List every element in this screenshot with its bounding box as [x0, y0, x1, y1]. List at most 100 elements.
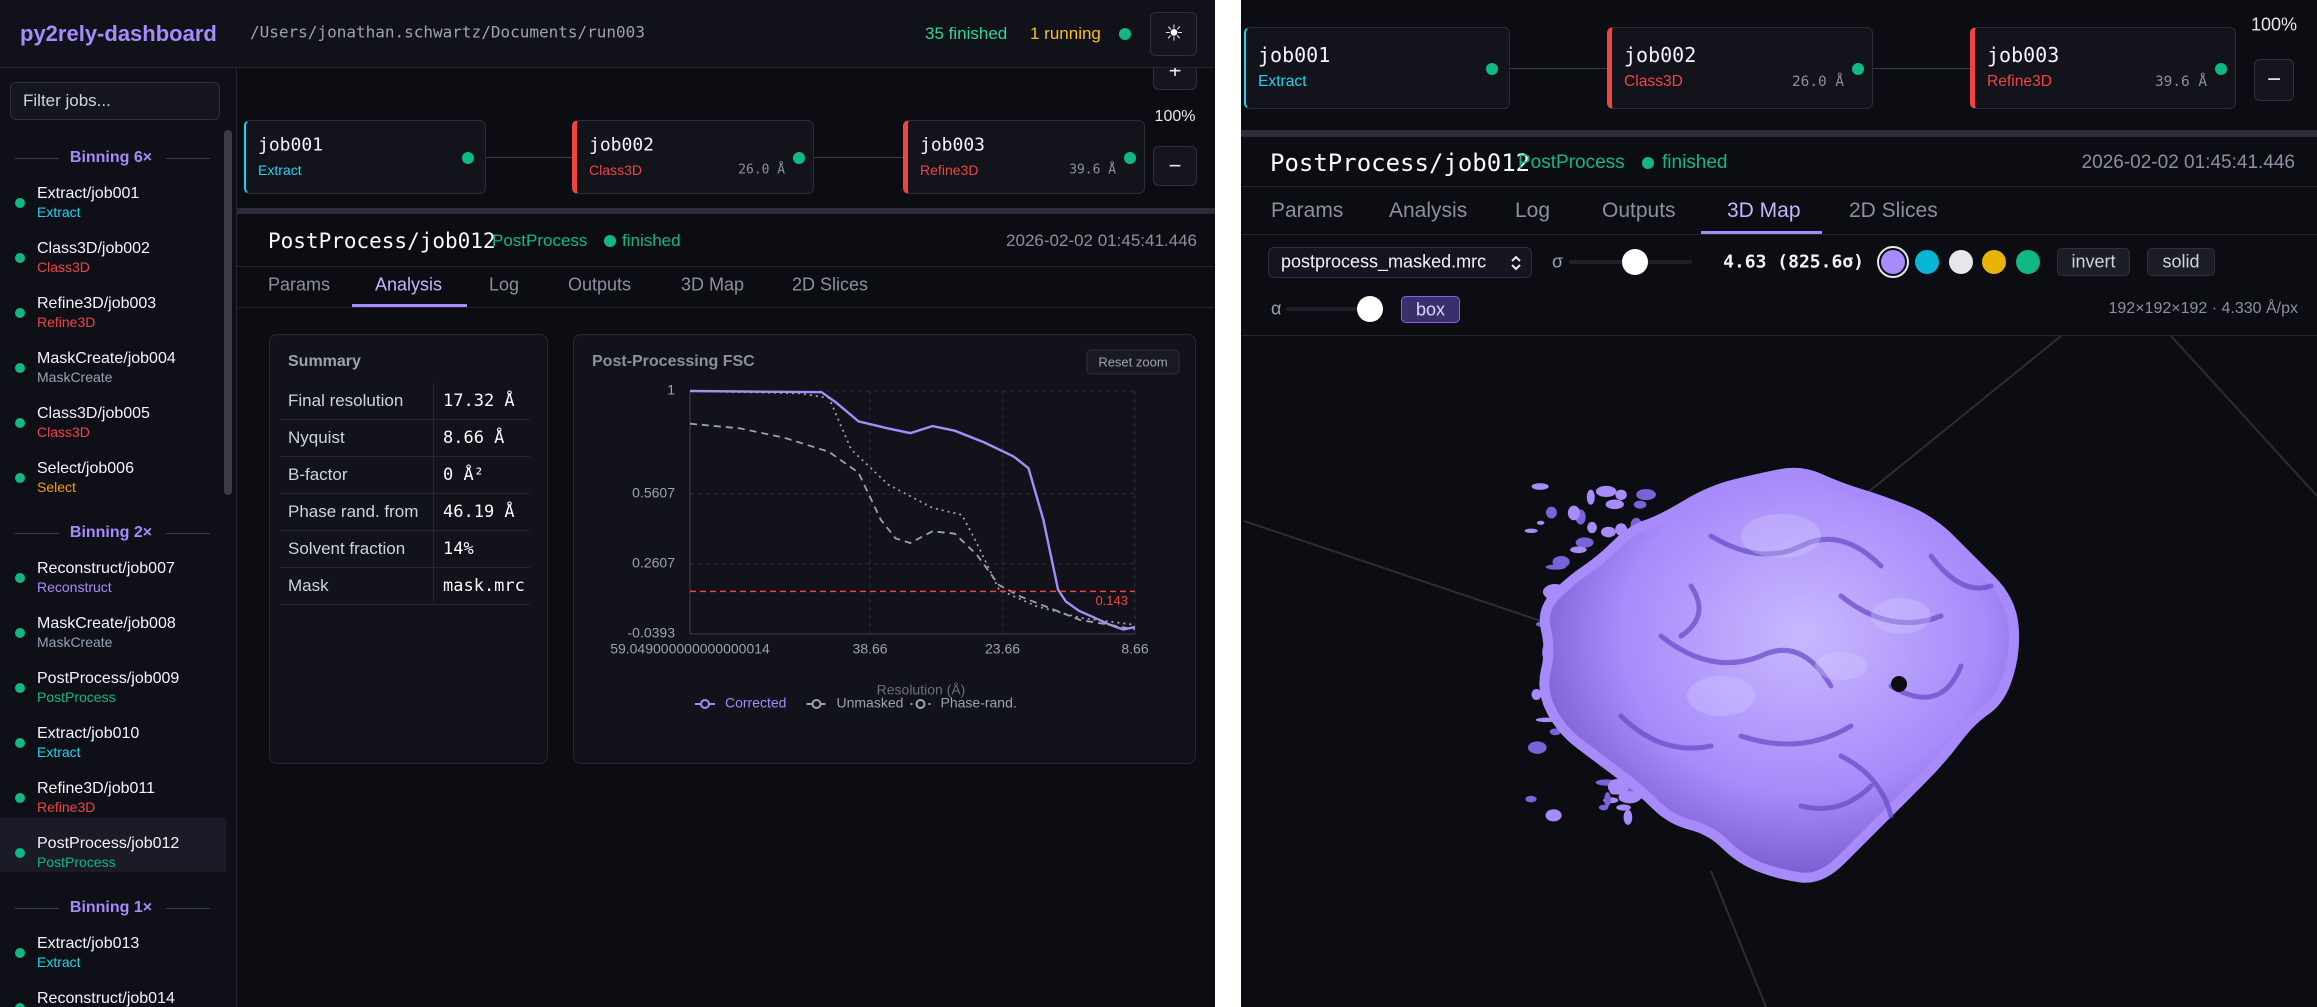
- theme-toggle[interactable]: ☀: [1150, 12, 1197, 56]
- tab[interactable]: Analysis: [375, 274, 443, 295]
- job-item-name[interactable]: Reconstruct/job007: [37, 560, 175, 577]
- summary-label: Phase rand. from: [288, 502, 419, 521]
- job-item-name[interactable]: PostProcess/job012: [37, 835, 180, 852]
- pipeline-node[interactable]: job002 Class3D 26.0 Å: [1607, 27, 1873, 109]
- reset-zoom-button[interactable]: Reset zoom: [1086, 349, 1180, 375]
- file-select[interactable]: postprocess_masked.mrc: [1268, 247, 1532, 278]
- summary-title: Summary: [288, 353, 361, 370]
- job-item-name[interactable]: Extract/job010: [37, 725, 140, 742]
- filter-input[interactable]: Filter jobs...: [10, 82, 220, 120]
- job-item-name[interactable]: MaskCreate/job004: [37, 350, 176, 367]
- legend-label: Phase-rand.: [941, 695, 1017, 711]
- job-status: finished: [622, 231, 681, 250]
- pipeline-edge: [1873, 68, 1970, 69]
- summary-label: B-factor: [288, 465, 348, 484]
- job-item-name[interactable]: MaskCreate/job008: [37, 615, 176, 632]
- node-status-dot: [1852, 63, 1864, 75]
- surface-highlight: [1815, 652, 1867, 680]
- reset-zoom-label: Reset zoom: [1098, 354, 1167, 369]
- invert-button-label: invert: [2071, 251, 2116, 272]
- legend-marker: [700, 699, 710, 709]
- tab[interactable]: Outputs: [568, 274, 632, 295]
- fsc-card: Post-Processing FSC Reset zoom 1 0.5607 0.26…: [573, 334, 1196, 764]
- job-status-dot: [604, 235, 616, 247]
- surface-fold: [1798, 783, 1874, 811]
- density-fragment: [1623, 809, 1633, 825]
- tab[interactable]: Log: [489, 274, 520, 295]
- group-label: Binning 1×: [69, 899, 153, 916]
- summary-value: 0 Å²: [443, 465, 484, 485]
- top-bar: py2rely-dashboard/Users/jonathan.schwart…: [0, 0, 1215, 68]
- color-swatch[interactable]: [1948, 250, 1973, 274]
- job-item-name[interactable]: Extract/job001: [37, 185, 140, 202]
- slider-knob[interactable]: [1622, 249, 1648, 275]
- invert-button[interactable]: invert: [2057, 248, 2130, 276]
- pipeline-node[interactable]: job002 Class3D 26.0 Å: [572, 120, 814, 194]
- tab[interactable]: Log: [1515, 199, 1551, 222]
- solid-button[interactable]: solid: [2147, 248, 2215, 276]
- job-item-name[interactable]: PostProcess/job009: [37, 670, 180, 687]
- surface-highlight: [1687, 676, 1755, 716]
- run-path: /Users/jonathan.schwartz/Documents/run00…: [250, 22, 645, 42]
- job-item-name[interactable]: Class3D/job002: [37, 240, 150, 257]
- summary-row-rule: [280, 456, 530, 457]
- pipeline-node[interactable]: job001 Extract: [244, 120, 486, 194]
- job-status-dot: [15, 418, 25, 428]
- summary-label: Final resolution: [288, 391, 404, 410]
- node-resolution: 39.6 Å: [2155, 74, 2207, 91]
- rule: [237, 307, 1215, 308]
- node-name: job001: [258, 134, 324, 156]
- tab[interactable]: 3D Map: [681, 274, 745, 295]
- node-type: Class3D: [1624, 73, 1683, 91]
- color-swatch[interactable]: [1914, 250, 1939, 274]
- slider-knob[interactable]: [1357, 296, 1383, 322]
- tab[interactable]: Params: [1271, 199, 1344, 222]
- zoom-button-label: −: [1168, 153, 1182, 178]
- tab[interactable]: Params: [268, 274, 331, 295]
- y-tick-label: 0.2607: [632, 555, 675, 571]
- job-item-type: PostProcess: [37, 854, 116, 870]
- tab[interactable]: 2D Slices: [1849, 199, 1938, 222]
- color-swatch[interactable]: [1877, 246, 1909, 278]
- density-fragment: [1618, 791, 1641, 804]
- zoom-button-label: −: [2266, 66, 2282, 93]
- summary-row-rule: [280, 419, 530, 420]
- select-chevron: [1511, 255, 1521, 271]
- job-type: PostProcess: [492, 231, 588, 250]
- density-fragment: [1586, 489, 1595, 505]
- job-item-type: Refine3D: [37, 799, 96, 815]
- job-item-name[interactable]: Class3D/job005: [37, 405, 150, 422]
- tab[interactable]: Analysis: [1389, 199, 1468, 222]
- x-tick-label: 38.66: [853, 641, 888, 657]
- job-item-name[interactable]: Refine3D/job003: [37, 295, 157, 312]
- job-item-type: Select: [37, 479, 76, 495]
- zoom-button[interactable]: −: [2254, 59, 2294, 101]
- job-item-name[interactable]: Select/job006: [37, 460, 134, 477]
- density-fragment: [1616, 804, 1631, 811]
- tab[interactable]: 3D Map: [1727, 199, 1801, 222]
- group-rule: [166, 908, 210, 909]
- pipeline-node[interactable]: job003 Refine3D 39.6 Å: [903, 120, 1145, 194]
- pipeline-edge: [1510, 68, 1607, 69]
- job-item-name[interactable]: Extract/job013: [37, 935, 140, 952]
- surface-fold: [1618, 713, 1714, 751]
- summary-row-rule: [280, 530, 530, 531]
- zoom-button[interactable]: −: [1153, 146, 1197, 186]
- tab[interactable]: 2D Slices: [792, 274, 869, 295]
- pipeline-node[interactable]: job001 Extract: [1244, 27, 1510, 109]
- slider-track[interactable]: [1286, 307, 1382, 311]
- color-swatch[interactable]: [2016, 250, 2041, 274]
- finished-count: 35 finished: [925, 24, 1008, 43]
- pipeline-node[interactable]: job003 Refine3D 39.6 Å: [1970, 27, 2236, 109]
- job-item-name[interactable]: Refine3D/job011: [37, 780, 156, 797]
- job-item-name[interactable]: Reconstruct/job014: [37, 990, 175, 1007]
- color-swatch[interactable]: [1982, 250, 2007, 274]
- node-type: Extract: [1258, 73, 1307, 91]
- rule: [1241, 234, 2317, 235]
- density-fragment: [1525, 795, 1537, 803]
- job-item-type: Refine3D: [37, 314, 96, 330]
- tab[interactable]: Outputs: [1602, 199, 1676, 222]
- box-button[interactable]: box: [1401, 296, 1460, 323]
